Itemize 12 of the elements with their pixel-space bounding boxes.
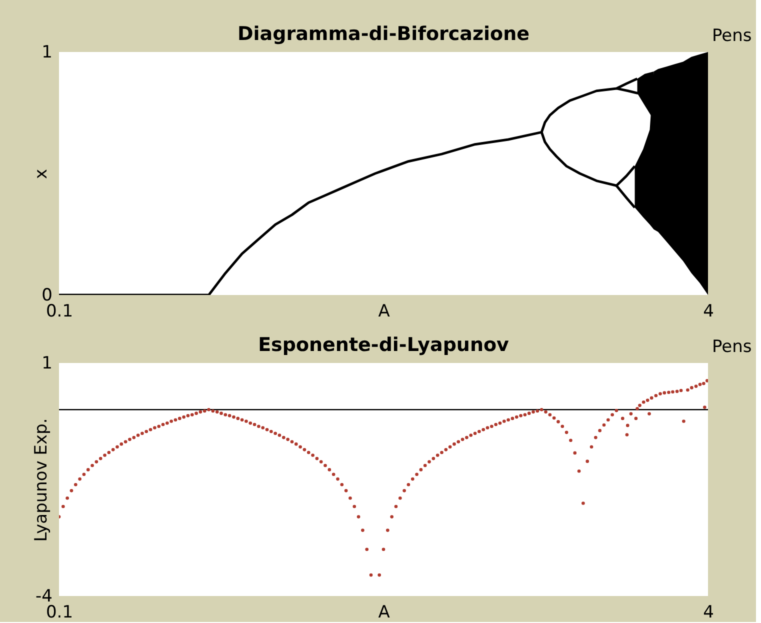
text: Pens	[712, 26, 752, 46]
y-tick-label: 1	[42, 354, 52, 374]
x-axis-title: A	[378, 602, 390, 622]
x-tick-label: 4	[703, 302, 714, 322]
x-axis-title: A	[378, 302, 390, 322]
chart-title: Esponente-di-Lyapunov	[258, 334, 510, 356]
y-axis-title: x	[32, 168, 52, 180]
chart-title: Diagramma-di-Biforcazione	[237, 23, 530, 45]
y-axis-title: Lyapunov Exp.	[32, 418, 52, 542]
y-tick-label: 1	[42, 42, 52, 62]
text: Pens	[712, 337, 752, 357]
x-tick-label: 4	[703, 602, 714, 622]
